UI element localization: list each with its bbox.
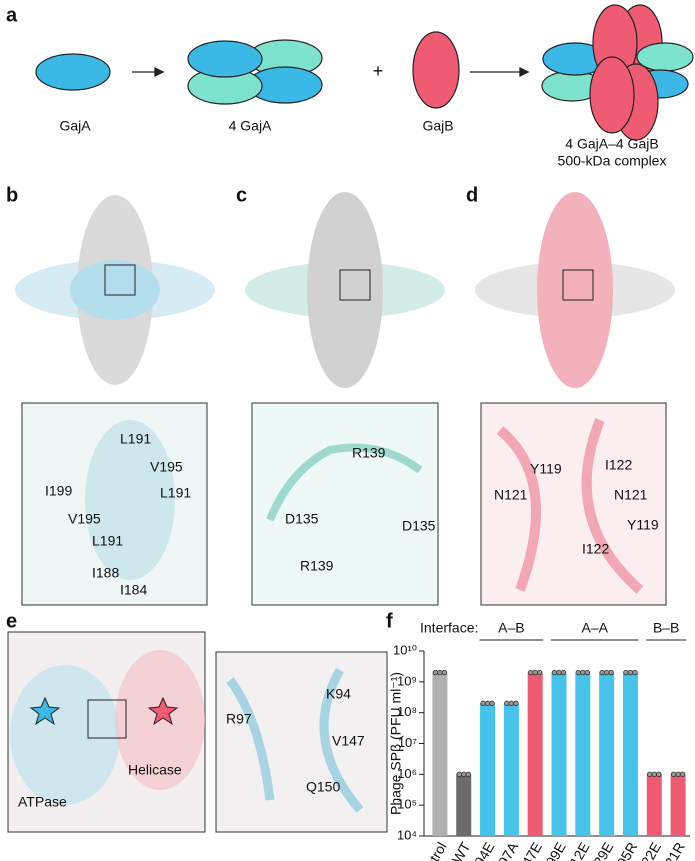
interface-group: A–A — [581, 620, 608, 636]
x-tick-label: WT — [449, 839, 474, 861]
residue-label: V195 — [68, 511, 101, 527]
replicate-dot — [560, 669, 567, 676]
residue-label: I122 — [605, 457, 632, 473]
residue-label: N121 — [494, 487, 528, 503]
arrow — [132, 66, 530, 78]
interface-title: Interface: — [420, 620, 478, 636]
bar — [575, 672, 591, 836]
residue-label: V195 — [150, 459, 183, 475]
replicate-dot — [532, 669, 538, 676]
residue-label: V147 — [332, 733, 365, 749]
residue-label: Y119 — [530, 461, 562, 477]
replicate-dot — [441, 669, 448, 676]
bar — [670, 774, 686, 836]
bar — [503, 703, 519, 836]
bar — [527, 672, 543, 836]
replicate-dot — [670, 771, 677, 778]
bar — [456, 774, 472, 836]
replicate-dot — [575, 669, 582, 676]
x-tick-label: Control — [413, 839, 449, 861]
panel-letter: f — [386, 610, 393, 632]
replicate-dot — [513, 700, 519, 707]
domain-label: ATPase — [18, 794, 67, 810]
replicate-dot — [608, 669, 614, 676]
y-tick-label: 10⁷ — [398, 735, 417, 750]
bar — [480, 703, 496, 836]
domain-label: Helicase — [128, 762, 182, 778]
replicate-dot — [456, 771, 462, 778]
plus: + — [373, 61, 384, 81]
y-axis-label: Phage SPβ (PFU ml⁻¹) — [388, 672, 404, 815]
label: 4 GajA — [229, 118, 272, 134]
bar — [432, 672, 448, 836]
replicate-dot — [584, 669, 591, 676]
y-tick-label: 10⁵ — [397, 797, 417, 812]
replicate-dot — [647, 771, 653, 778]
replicate-dot — [484, 700, 491, 707]
structure-image — [7, 192, 675, 833]
bar-chart: 10⁴ 10⁵ 10⁶ 10⁷ 10⁸ 10⁹ 10¹⁰ Phage SPβ (PFU ml⁻… — [388, 620, 690, 861]
residue-label: I188 — [92, 565, 119, 581]
bar — [551, 672, 567, 836]
interface-group: B–B — [653, 620, 679, 636]
residue-label: K94 — [326, 686, 351, 702]
replicate-dot — [527, 669, 534, 676]
residue-label: L191 — [92, 533, 123, 549]
replicate-dot — [632, 669, 638, 676]
residue-label: L191 — [120, 431, 151, 447]
label: GajA — [59, 118, 91, 134]
interface-group: A–B — [498, 620, 524, 636]
replicate-dot — [651, 771, 657, 778]
residue-label: L191 — [160, 485, 191, 501]
replicate-dot — [656, 771, 662, 778]
replicate-dot — [551, 669, 558, 676]
residue-label: D135 — [285, 511, 319, 527]
y-tick-label: 10⁹ — [397, 673, 417, 688]
residue-label: Y119 — [627, 517, 659, 533]
residue-label: Q150 — [306, 779, 340, 795]
residue-label: R97 — [226, 711, 252, 727]
residue-label: R139 — [352, 445, 386, 461]
replicate-dot — [603, 669, 610, 676]
replicate-dot — [556, 669, 562, 676]
replicate-dot — [437, 669, 443, 676]
replicate-dot — [623, 669, 629, 676]
y-tick-label: 10⁶ — [397, 766, 417, 781]
label: 4 GajA–4 GajB — [565, 136, 658, 152]
replicate-dot — [461, 771, 467, 778]
residue-label: I122 — [582, 541, 609, 557]
replicate-dot — [599, 669, 605, 676]
label: GajB — [422, 118, 453, 134]
replicate-dot — [489, 700, 495, 707]
replicate-dot — [508, 700, 515, 707]
replicate-dot — [679, 771, 686, 778]
replicate-dot — [675, 771, 681, 778]
replicate-dot — [504, 700, 510, 707]
bar — [622, 672, 638, 836]
y-tick-label: 10⁸ — [397, 704, 417, 719]
residue-label: R139 — [300, 558, 334, 574]
residue-label: I184 — [120, 582, 147, 598]
replicate-dot — [432, 669, 439, 676]
bar — [599, 672, 615, 836]
replicate-dot — [465, 771, 471, 778]
panel-letter: b — [6, 184, 18, 206]
panel-letter: d — [466, 184, 478, 206]
residue-label: N121 — [614, 487, 648, 503]
y-tick-label: 10¹⁰ — [393, 642, 417, 657]
replicate-dot — [536, 669, 543, 676]
y-tick-label: 10⁴ — [397, 827, 417, 842]
replicate-dot — [580, 669, 586, 676]
replicate-dot — [480, 700, 486, 707]
bar — [646, 774, 662, 836]
panel-letter: a — [6, 4, 18, 26]
panel-letter: c — [236, 184, 247, 206]
residue-label: I199 — [45, 483, 72, 499]
schematic — [35, 4, 694, 141]
replicate-dot — [627, 669, 634, 676]
panel-letter: e — [6, 610, 17, 632]
label: 500-kDa complex — [558, 153, 667, 169]
residue-label: D135 — [402, 518, 436, 534]
